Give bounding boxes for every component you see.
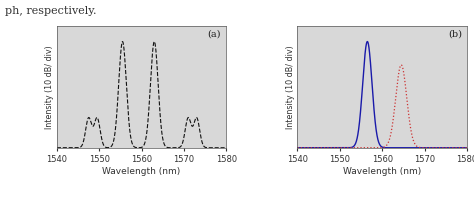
- X-axis label: Wavelength (nm): Wavelength (nm): [343, 167, 421, 176]
- X-axis label: Wavelength (nm): Wavelength (nm): [102, 167, 181, 176]
- Y-axis label: Intensity (10 dB/ div): Intensity (10 dB/ div): [286, 45, 295, 129]
- Text: (a): (a): [208, 29, 221, 38]
- Text: (b): (b): [448, 29, 462, 38]
- Y-axis label: Intensity (10 dB/ div): Intensity (10 dB/ div): [45, 45, 54, 129]
- Text: ph, respectively.: ph, respectively.: [5, 6, 96, 16]
